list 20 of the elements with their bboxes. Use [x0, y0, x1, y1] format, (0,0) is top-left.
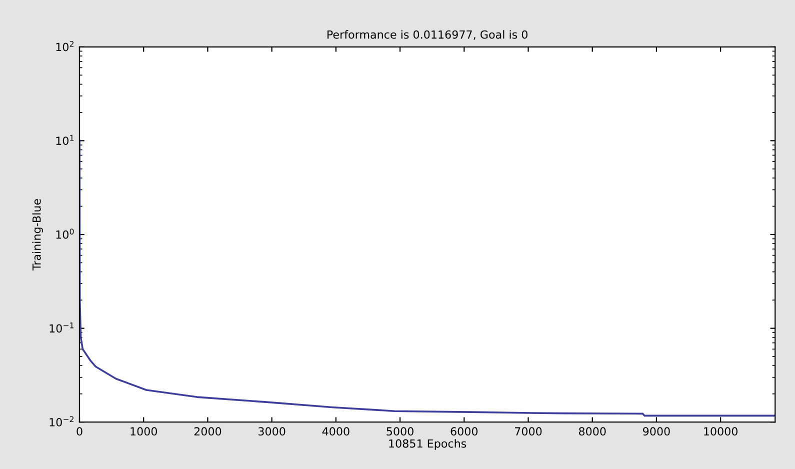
x-tick-label: 3000: [258, 427, 286, 436]
x-tick-label: 8000: [578, 427, 606, 436]
chart-title: Performance is 0.0116977, Goal is 0: [328, 30, 528, 40]
line-series: [80, 140, 776, 417]
x-tick-label: 5000: [386, 427, 414, 436]
y-axis-title: Training-Blue: [32, 199, 43, 271]
x-tick-label: 2000: [194, 427, 222, 436]
x-tick-label: 10000: [704, 427, 738, 436]
x-tick-label: 7000: [515, 427, 542, 436]
y-tick-label: 10$^{2}$: [56, 41, 74, 52]
x-tick-label: 1000: [130, 427, 158, 436]
y-tick-label: 10$^{0}$: [56, 228, 74, 239]
y-tick-label: 10$^{−1}$: [50, 322, 74, 333]
x-tick-label: 0: [76, 427, 82, 436]
y-tick-label: 10$^{−2}$: [50, 416, 74, 426]
y-tick-label: 10$^{1}$: [56, 134, 74, 146]
x-tick-label: 4000: [322, 427, 350, 436]
x-tick-label: 9000: [643, 427, 670, 436]
x-axis-title: 10851 Epochs: [389, 439, 466, 450]
x-tick-label: 6000: [450, 427, 478, 436]
